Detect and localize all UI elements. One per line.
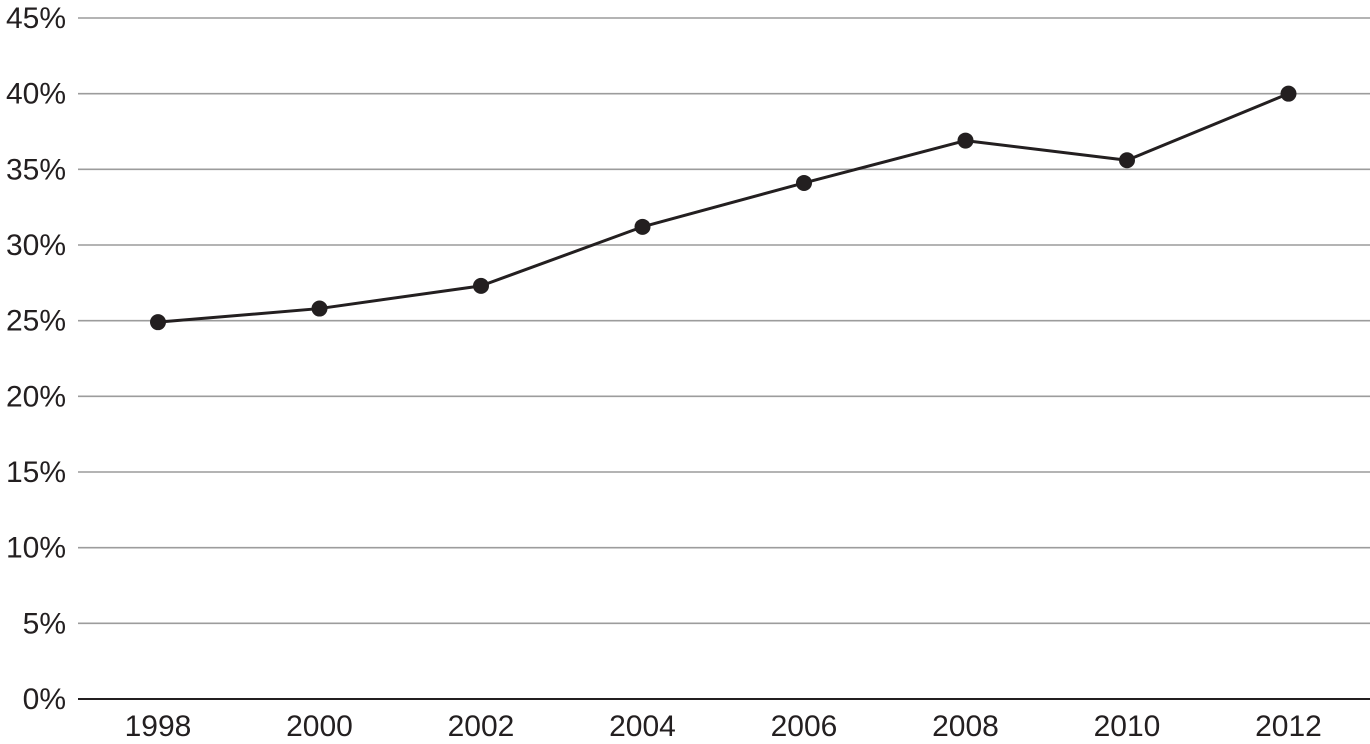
y-tick-label: 45% — [6, 2, 66, 35]
x-tick-label: 2006 — [771, 710, 838, 743]
y-tick-label: 30% — [6, 229, 66, 262]
y-tick-label: 15% — [6, 456, 66, 489]
data-point — [634, 218, 651, 235]
data-point — [1119, 152, 1135, 169]
y-tick-label: 0% — [23, 683, 66, 716]
series-layer — [150, 85, 1297, 331]
y-tick-label: 25% — [6, 305, 66, 338]
x-tick-label: 2012 — [1255, 710, 1322, 743]
data-point — [1280, 85, 1297, 102]
data-point — [796, 174, 812, 191]
y-tick-label: 35% — [6, 153, 66, 186]
x-tick-label: 2002 — [448, 710, 515, 743]
x-tick-label: 2004 — [609, 710, 676, 743]
y-axis-ticks: 0% 5% 10% 15% 20% 25% 30% 35% 40% 45% — [6, 2, 66, 716]
data-point — [311, 300, 328, 317]
x-tick-label: 2008 — [932, 710, 999, 743]
x-tick-label: 2010 — [1094, 710, 1161, 743]
gridlines — [78, 17, 1370, 625]
data-point — [957, 132, 974, 149]
y-tick-label: 40% — [6, 78, 66, 111]
data-point — [473, 277, 489, 294]
x-tick-label: 1998 — [125, 710, 192, 743]
data-point — [150, 314, 166, 331]
x-tick-label: 2000 — [286, 710, 353, 743]
y-tick-label: 10% — [6, 532, 66, 565]
x-axis-ticks: 1998 2000 2002 2004 2006 2008 2010 2012 — [125, 710, 1322, 743]
series-line — [157, 92, 1290, 324]
y-tick-label: 5% — [23, 607, 66, 640]
y-tick-label: 20% — [6, 380, 66, 413]
